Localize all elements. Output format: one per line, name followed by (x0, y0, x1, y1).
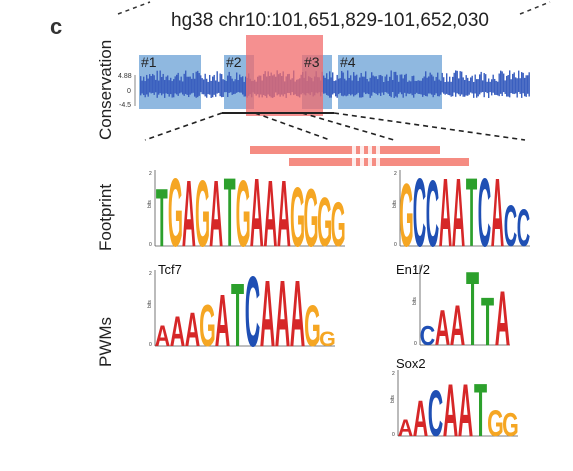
footprint-right-letter: C (504, 195, 517, 260)
footprint-left-letter: G (290, 170, 305, 264)
zoom-line-mid (254, 112, 331, 141)
svg-text:bits: bits (390, 395, 396, 403)
pwm-tcf7-letter: A (290, 260, 305, 366)
pwm-sox2-letter: G (487, 404, 504, 444)
footprint-left-letter: A (209, 160, 223, 267)
svg-text:bits: bits (412, 297, 418, 305)
footprint-right-letter: G (399, 164, 413, 265)
svg-text:2: 2 (394, 171, 397, 177)
pwm-tcf7-letter: G (304, 294, 321, 359)
panel-letter: c (50, 14, 63, 39)
conservation-tick-high: 4.88 (118, 73, 132, 80)
genomic-region-title: hg38 chr10:101,651,829-101,652,030 (171, 10, 489, 31)
svg-text:0: 0 (149, 342, 152, 348)
svg-text:0: 0 (392, 432, 395, 438)
pwm-sox2-letter: T (474, 368, 487, 452)
zoom-line-mid2 (301, 112, 395, 141)
box-label-4: #4 (340, 54, 356, 70)
zoom-line-top-left (117, 1, 151, 15)
footprint-left-letter: G (195, 160, 210, 267)
pwm-tcf7-letter: T (231, 265, 244, 365)
footprint-left-letter: A (277, 160, 291, 267)
zoom-line-top-right (519, 1, 551, 15)
pwm-tcf7-letter: A (155, 321, 170, 353)
footprint-right-letter: A (452, 158, 465, 266)
footprint-right-letter: C (426, 160, 439, 267)
pwm-sox2-letter: A (443, 368, 458, 452)
footprint-left-letter: G (304, 172, 319, 264)
footprint-left-letter: T (224, 159, 236, 267)
footprint-right-letter: A (439, 158, 452, 266)
box-label-2: #2 (226, 54, 242, 70)
pwm-tcf7-letter: G (199, 294, 216, 359)
footprint-right-letter: A (491, 158, 504, 266)
footprint-right-letter: C (413, 158, 426, 266)
svg-text:0: 0 (394, 242, 397, 248)
box-label-3: #3 (304, 54, 320, 70)
footprint-right-letter: C (478, 158, 491, 266)
zoom-line-left (144, 112, 223, 141)
pwm-sox2-letter: C (428, 378, 443, 451)
svg-text:2: 2 (149, 171, 152, 177)
motif-name-sox2: Sox2 (396, 356, 426, 371)
footprint-left-letter: G (236, 160, 251, 267)
pwm-en12-letter: T (466, 251, 479, 369)
svg-text:0: 0 (414, 341, 417, 347)
footprint-left-letter: G (317, 183, 332, 261)
pwm-en12-letter: C (420, 321, 436, 351)
pwm-sox2-letter: G (502, 406, 519, 443)
motif-name-en12: En1/2 (396, 262, 430, 277)
svg-text:2: 2 (392, 371, 395, 377)
pwm-sox2-letter: A (413, 390, 428, 447)
pwm-tcf7-letter: A (260, 260, 275, 366)
svg-text:2: 2 (414, 266, 417, 272)
conservation-tick-low: -4.5 (119, 102, 131, 109)
pwm-tcf7-letter: A (215, 279, 230, 362)
svg-text:bits: bits (147, 300, 153, 308)
box-label-1: #1 (141, 54, 157, 70)
highlight-region (246, 35, 323, 116)
footprint-right-letter: C (517, 199, 530, 258)
footprint-left-letter: A (263, 160, 277, 267)
pwm-tcf7-letter: C (245, 256, 260, 368)
pwm-tcf7-letter: A (170, 309, 185, 356)
footprint-left-letter: A (250, 159, 264, 267)
footprint-right-letter: T (466, 158, 477, 266)
pwm-sox2-letter: A (398, 414, 413, 441)
pwm-tcf7-letter: A (185, 302, 200, 356)
svg-text:bits: bits (147, 200, 153, 208)
pwm-en12-letter: A (495, 275, 510, 362)
footprint-left-letter: A (182, 160, 196, 267)
pwm-tcf7-letter: G (319, 327, 336, 351)
svg-text:2: 2 (149, 271, 152, 277)
pwm-sox2-letter: A (458, 368, 473, 452)
pwm-en12-letter: T (481, 283, 494, 360)
pwm-tcf7-letter: A (275, 260, 290, 366)
pwm-en12-letter: A (450, 295, 465, 359)
svg-text:0: 0 (149, 242, 152, 248)
conservation-tick-zero: 0 (127, 88, 131, 95)
footprint-bar-1 (250, 146, 440, 154)
pwm-en12-letter: A (435, 301, 450, 357)
footprint-left-letter: G (331, 189, 346, 259)
svg-text:bits: bits (392, 200, 398, 208)
motif-name-tcf7: Tcf7 (158, 262, 182, 277)
footprint-left-letter: T (156, 172, 168, 264)
conservation-track: 4.88 0 -4.5 #1 #2 #3 #4 (117, 1, 551, 166)
footprint-left-letter: G (168, 159, 183, 267)
